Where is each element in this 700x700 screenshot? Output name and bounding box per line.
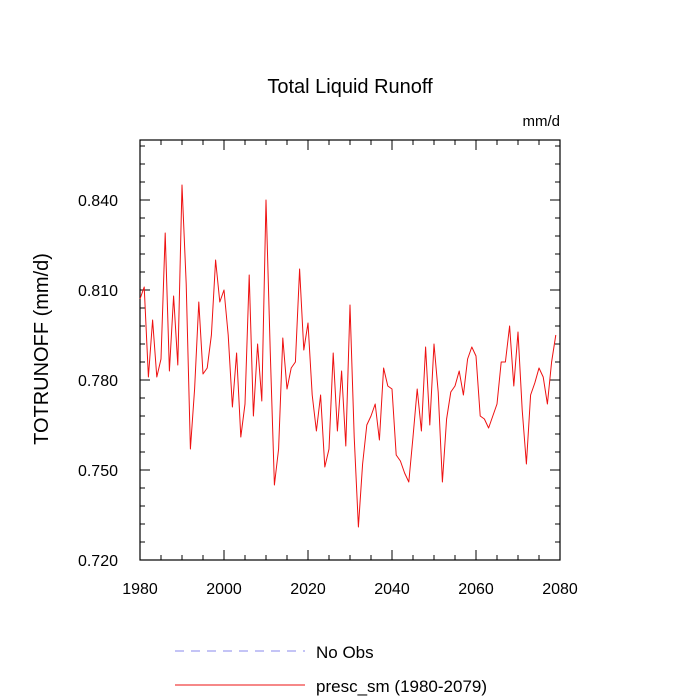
axis-ticks	[139, 140, 561, 561]
x-tick-label: 1980	[122, 581, 158, 598]
plot-frame	[139, 139, 561, 561]
y-tick-label: 0.720	[78, 553, 118, 570]
series-line-presc-sm	[139, 184, 557, 528]
legend: No Obs presc_sm (1980-2079)	[175, 643, 487, 696]
x-tick-label: 2060	[458, 581, 494, 598]
axis-tick-labels: 1980 2000 2020 2040 2060 2080 0.720 0.750 0.780 0…	[78, 193, 578, 598]
x-tick-label: 2040	[374, 581, 410, 598]
series-layer	[139, 184, 557, 528]
legend-label-no-obs: No Obs	[316, 643, 374, 662]
units-label: mm/d	[523, 113, 561, 130]
chart-title: Total Liquid Runoff	[267, 76, 433, 98]
y-tick-label: 0.780	[78, 373, 118, 390]
x-tick-label: 2000	[206, 581, 242, 598]
y-axis-label: TOTRUNOFF (mm/d)	[31, 253, 53, 445]
legend-label-presc-sm: presc_sm (1980-2079)	[316, 677, 487, 696]
y-tick-label: 0.810	[78, 283, 118, 300]
y-tick-label: 0.840	[78, 193, 118, 210]
y-tick-label: 0.750	[78, 463, 118, 480]
x-tick-label: 2020	[290, 581, 326, 598]
x-tick-label: 2080	[542, 581, 578, 598]
